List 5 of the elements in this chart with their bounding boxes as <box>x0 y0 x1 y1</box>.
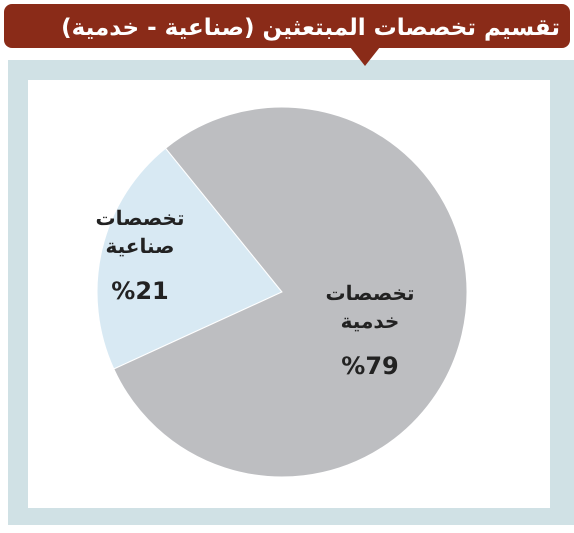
slice-label: تخصصات خدمية <box>326 281 414 333</box>
data-label: %79 <box>341 352 399 380</box>
data-label: %21 <box>111 277 169 305</box>
chart-title: تقسيم تخصصات المبتعثين (صناعية - خدمية) <box>61 15 560 41</box>
slice-label: تخصصات صناعية <box>96 206 184 258</box>
